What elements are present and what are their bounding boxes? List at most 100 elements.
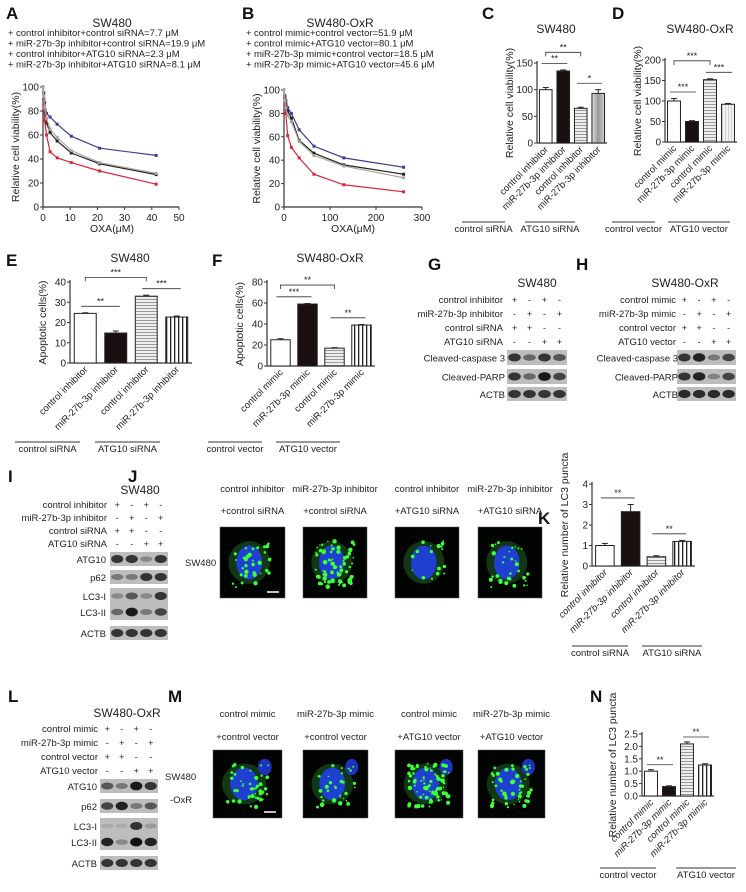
- lane-sign: -: [149, 724, 152, 734]
- nucleus: [521, 758, 535, 776]
- lc3-punctum: [424, 767, 429, 772]
- x-tick-label: 200: [368, 213, 385, 224]
- blot-band: [101, 802, 114, 810]
- lane-sign: +: [557, 309, 562, 319]
- nucleus: [257, 758, 272, 776]
- lc3-punctum: [527, 790, 532, 795]
- nucleus: [494, 767, 522, 801]
- lc3-punctum: [410, 554, 415, 559]
- lc3-punctum: [490, 586, 493, 589]
- lane-sign: -: [528, 295, 531, 305]
- y-tick-label: 0: [274, 203, 280, 214]
- data-point: [69, 161, 73, 165]
- panel-label-b: B: [242, 4, 254, 23]
- lc3-punctum: [254, 775, 259, 781]
- lc3-punctum: [318, 549, 323, 553]
- lc3-punctum: [526, 572, 530, 576]
- lc3-punctum: [345, 555, 350, 559]
- lc3-punctum: [529, 788, 533, 792]
- lane-sign: -: [727, 323, 730, 333]
- lc3-punctum: [344, 570, 349, 574]
- lc3-punctum: [339, 796, 342, 798]
- lc3-punctum: [514, 546, 517, 548]
- lane-sign: +: [726, 309, 731, 319]
- blot-band: [101, 859, 114, 867]
- data-point: [98, 161, 102, 165]
- lc3-punctum: [413, 784, 416, 787]
- lc3-punctum: [488, 577, 493, 582]
- lc3-punctum: [443, 572, 446, 575]
- data-point: [43, 105, 47, 109]
- condition-label: control inhibitor: [43, 500, 107, 511]
- lc3-punctum: [327, 775, 330, 778]
- lane-sign: -: [712, 323, 715, 333]
- nucleus: [319, 767, 346, 801]
- y-axis-label: Relative cell viability(%): [10, 92, 22, 202]
- significance-label: ***: [678, 82, 689, 92]
- fluorescence-image: [219, 526, 286, 599]
- lane-sign: -: [106, 738, 109, 748]
- lc3-punctum: [349, 769, 352, 772]
- protein-label: ACTB: [480, 390, 505, 401]
- lane-sign: -: [558, 295, 561, 305]
- y-axis-label: Relative number of LC3 puncta: [607, 692, 619, 837]
- blot-band: [553, 390, 566, 398]
- significance-label: ***: [289, 287, 300, 297]
- chart-title: SW480: [536, 22, 576, 36]
- bar: [73, 312, 97, 364]
- blot-band: [508, 390, 521, 398]
- data-point: [69, 151, 73, 155]
- lc3-punctum: [496, 541, 500, 545]
- lc3-punctum: [518, 800, 521, 803]
- fluorescence-image: [212, 749, 283, 819]
- group-label: control siRNA: [18, 444, 77, 455]
- legend-marker: +: [246, 49, 252, 60]
- data-point: [297, 128, 301, 132]
- panel-label-j: J: [128, 467, 137, 486]
- blot-band: [140, 573, 153, 581]
- blot-band: [523, 390, 536, 398]
- chart-e: SW480 0 10 20 30 40 Apoptotic cells(%) control …: [15, 251, 192, 455]
- lane-sign: +: [696, 309, 701, 319]
- lane-sign: +: [105, 752, 110, 762]
- blot-band: [154, 555, 167, 563]
- panel-label-i: I: [8, 467, 13, 486]
- blot-band: [707, 389, 721, 399]
- lc3-punctum: [254, 792, 257, 795]
- series-line: [42, 86, 157, 174]
- group-label: ATG10 siRNA: [98, 444, 158, 455]
- micrograph-caption: +ATG10 vector: [480, 732, 543, 743]
- lc3-punctum: [517, 798, 520, 801]
- panel-label-l: L: [8, 687, 18, 706]
- blot-band: [130, 837, 143, 847]
- data-point: [154, 182, 158, 186]
- micrograph-caption: control inhibitor: [395, 484, 459, 495]
- lc3-punctum: [314, 568, 317, 571]
- lane-sign: +: [144, 539, 149, 549]
- blot-band: [553, 354, 566, 361]
- lane-sign: -: [543, 323, 546, 333]
- fluorescence-image: [394, 749, 464, 819]
- lc3-punctum: [264, 568, 269, 573]
- series-line: [42, 86, 157, 156]
- lc3-punctum: [317, 581, 322, 586]
- blot-strip: [100, 799, 158, 813]
- lc3-punctum: [526, 772, 530, 777]
- bar: [703, 79, 717, 143]
- blot-band: [140, 629, 153, 637]
- bar: [573, 107, 588, 144]
- data-point: [286, 106, 290, 110]
- lc3-punctum: [443, 770, 447, 774]
- group-label: ATG10 vector: [670, 224, 728, 235]
- lc3-punctum: [407, 771, 411, 776]
- data-point: [289, 111, 293, 115]
- micrograph-caption: miR-27b-3p inhibitor: [467, 484, 553, 495]
- blot-band: [130, 822, 143, 830]
- bar: [165, 316, 189, 364]
- lc3-punctum: [231, 764, 235, 768]
- micrograph-caption: control mimic: [220, 709, 276, 720]
- condition-label: ATG10 vector: [40, 766, 98, 777]
- lane-sign: +: [682, 323, 687, 333]
